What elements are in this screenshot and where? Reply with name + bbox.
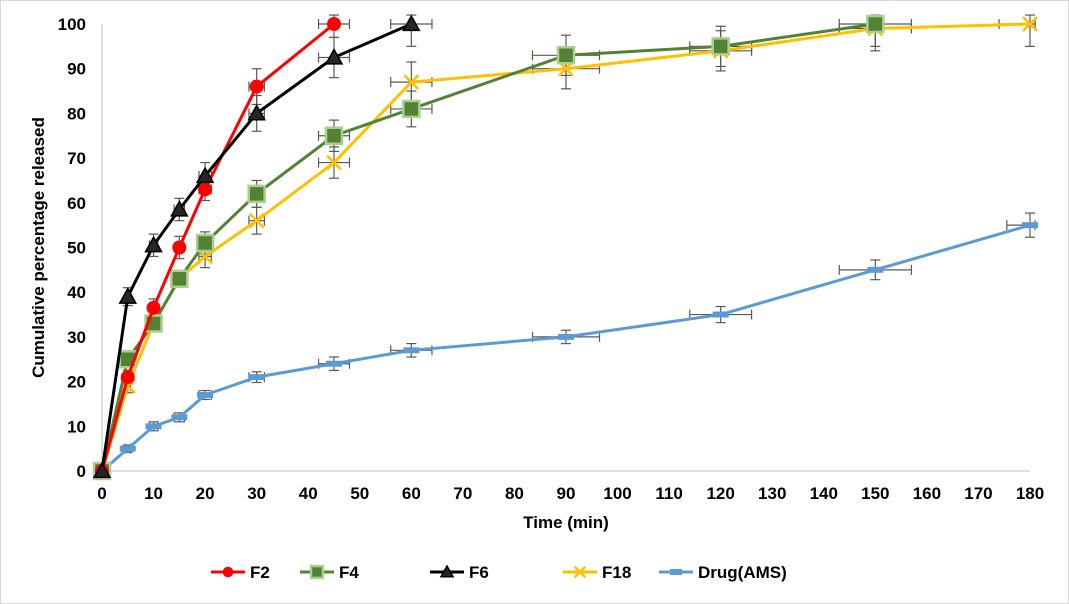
x-tick-label: 120 (706, 484, 734, 503)
x-tick-label: 180 (1016, 484, 1044, 503)
data-point (866, 14, 885, 34)
data-point (144, 235, 163, 253)
data-point (145, 423, 162, 430)
data-point (326, 360, 342, 367)
data-point (402, 14, 421, 32)
y-tick-labels: 0 10 20 30 40 50 60 70 80 90 100 (58, 15, 86, 481)
data-point (118, 287, 138, 304)
y-tick-label: 100 (58, 15, 86, 34)
data-point (247, 103, 266, 121)
data-point (1022, 222, 1038, 229)
y-axis-title: Cumulative percentage released (29, 117, 48, 378)
data-point (712, 311, 729, 318)
x-tick-label: 50 (350, 484, 369, 503)
data-point (170, 199, 189, 217)
legend-item: F18 (563, 563, 631, 582)
y-tick-label: 60 (67, 194, 86, 213)
x-tick-label: 70 (453, 484, 472, 503)
x-tick-label: 60 (402, 484, 421, 503)
data-point (120, 370, 135, 385)
x-tick-label: 140 (810, 484, 838, 503)
data-point (326, 154, 342, 171)
y-tick-label: 80 (67, 104, 86, 123)
x-axis-title: Time (min) (523, 513, 609, 532)
legend-label: F6 (469, 563, 489, 582)
data-point (403, 347, 420, 354)
x-tick-label: 20 (196, 484, 215, 503)
data-point (327, 17, 341, 31)
data-point (170, 269, 189, 289)
x-tick-label: 90 (557, 484, 576, 503)
y-tick-label: 50 (67, 239, 86, 258)
data-point (198, 182, 213, 197)
data-point (247, 184, 266, 204)
data-point (171, 414, 188, 421)
legend-marker (573, 565, 587, 579)
series-f4 (92, 14, 885, 481)
data-point (195, 166, 215, 184)
x-tick-label: 130 (758, 484, 786, 503)
series (92, 14, 1038, 481)
data-point (867, 266, 884, 273)
series-drug-ams- (94, 222, 1038, 474)
data-point (249, 79, 264, 94)
data-point (146, 300, 161, 315)
data-point (248, 212, 265, 229)
data-point (402, 99, 421, 119)
series-f6 (92, 14, 421, 479)
legend-item: Drug(AMS) (659, 563, 787, 582)
data-point (556, 46, 576, 65)
x-tick-label: 150 (861, 484, 889, 503)
data-point (172, 240, 187, 255)
y-tick-label: 0 (77, 462, 86, 481)
data-point (324, 126, 344, 145)
legend-marker (439, 564, 455, 578)
legend-label: Drug(AMS) (698, 563, 787, 582)
data-point (248, 374, 265, 381)
legend-item: F4 (300, 563, 359, 582)
y-tick-label: 30 (67, 328, 86, 347)
x-tick-label: 0 (97, 484, 106, 503)
data-point (324, 47, 344, 65)
legend-item: F2 (211, 563, 270, 582)
legend-label: F2 (250, 563, 270, 582)
y-tick-label: 10 (67, 417, 86, 436)
x-tick-label: 10 (144, 484, 163, 503)
x-tick-label: 160 (913, 484, 941, 503)
x-tick-label: 80 (505, 484, 524, 503)
x-tick-label: 110 (655, 484, 682, 503)
data-point (403, 74, 420, 90)
legend-marker (670, 569, 682, 575)
data-point (195, 233, 215, 253)
legend-label: F18 (602, 563, 631, 582)
data-point (197, 392, 214, 399)
series-line (100, 22, 1031, 472)
legend: F2 F4 F6 F18 Drug(AMS) (211, 563, 787, 582)
data-point (1022, 16, 1038, 32)
x-tick-labels: 0 10 20 30 40 50 60 70 80 90 100 110 120 130 140 150 160… (97, 484, 1044, 503)
axes (101, 24, 1030, 472)
legend-marker (309, 564, 325, 580)
series-line (100, 22, 412, 472)
error-bar (998, 14, 1036, 47)
legend-item: F6 (430, 563, 489, 582)
series-line (101, 223, 1031, 473)
legend-marker (222, 566, 234, 578)
data-point (711, 37, 730, 56)
y-tick-label: 70 (67, 149, 86, 168)
y-tick-label: 20 (67, 373, 86, 392)
x-tick-label: 30 (247, 484, 266, 503)
data-point (119, 445, 136, 452)
y-tick-label: 90 (67, 60, 86, 79)
data-point (92, 461, 112, 479)
x-tick-label: 170 (964, 484, 992, 503)
data-point (558, 333, 574, 340)
x-tick-label: 100 (603, 484, 631, 503)
y-tick-label: 40 (67, 283, 86, 302)
x-tick-label: 40 (299, 484, 318, 503)
legend-label: F4 (339, 563, 359, 582)
